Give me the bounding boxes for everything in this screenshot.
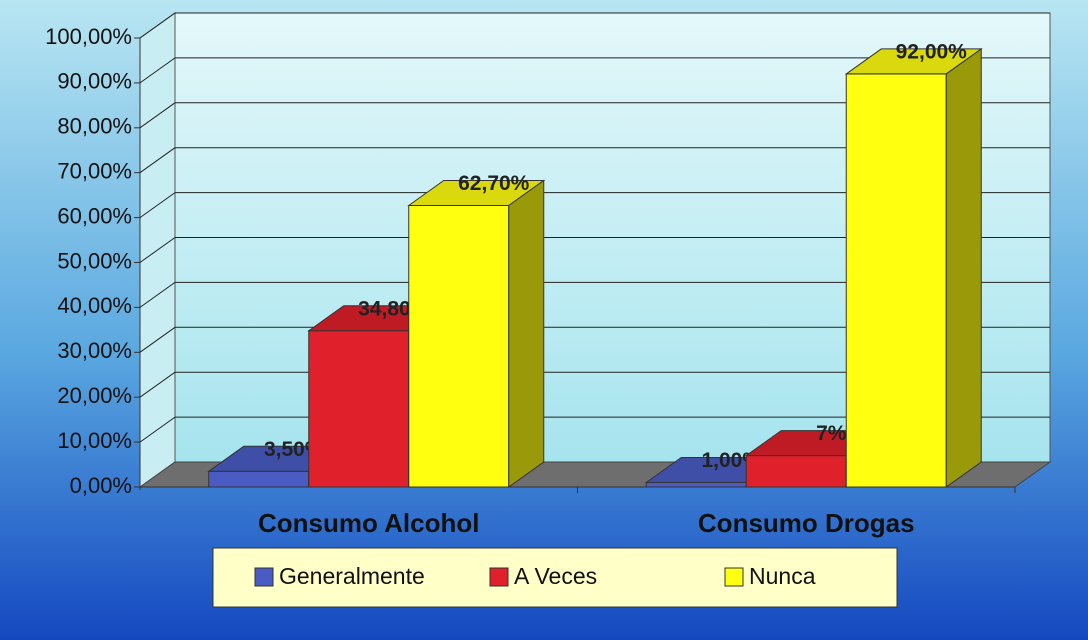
x-tick-label: Consumo Drogas [698, 508, 915, 538]
grid-line [139, 147, 176, 174]
legend-swatch [489, 567, 509, 587]
y-tick-label: 60,00% [57, 203, 132, 228]
y-tick-label: 40,00% [57, 293, 132, 318]
grid-line [139, 416, 176, 443]
y-tick-label: 10,00% [57, 428, 132, 453]
y-tick-label: 50,00% [57, 248, 132, 273]
y-tick-label: 80,00% [57, 114, 132, 139]
grid-line [139, 237, 176, 263]
bar [208, 470, 310, 488]
y-tick-label: 100,00% [45, 24, 132, 49]
legend-label: A Veces [514, 563, 597, 589]
bar [408, 204, 510, 488]
legend-swatch [254, 567, 274, 587]
bar [645, 482, 747, 488]
grid-line [139, 12, 176, 39]
legend-swatch [724, 567, 744, 587]
legend-label: Generalmente [279, 563, 425, 589]
legend [212, 547, 898, 608]
bar-side [508, 179, 545, 488]
y-tick-label: 90,00% [57, 69, 132, 94]
grid-line [139, 192, 176, 219]
y-tick-label: 30,00% [57, 338, 132, 363]
value-label: 7% [816, 422, 847, 445]
grid-line [139, 102, 176, 129]
bar [308, 330, 410, 488]
grid-line [139, 57, 176, 84]
bar [845, 73, 947, 488]
y-tick-label: 20,00% [57, 383, 132, 408]
grid-line [139, 326, 176, 353]
grid-line [139, 281, 176, 308]
legend-label: Nunca [749, 563, 816, 589]
value-label: 92,00% [896, 40, 968, 63]
grid-line [139, 371, 176, 398]
y-tick-label: 0,00% [70, 473, 132, 498]
bar [745, 455, 847, 488]
value-label: 62,70% [458, 172, 530, 195]
y-tick-label: 70,00% [57, 159, 132, 184]
x-tick-label: Consumo Alcohol [258, 508, 479, 538]
bar-side [945, 47, 982, 488]
